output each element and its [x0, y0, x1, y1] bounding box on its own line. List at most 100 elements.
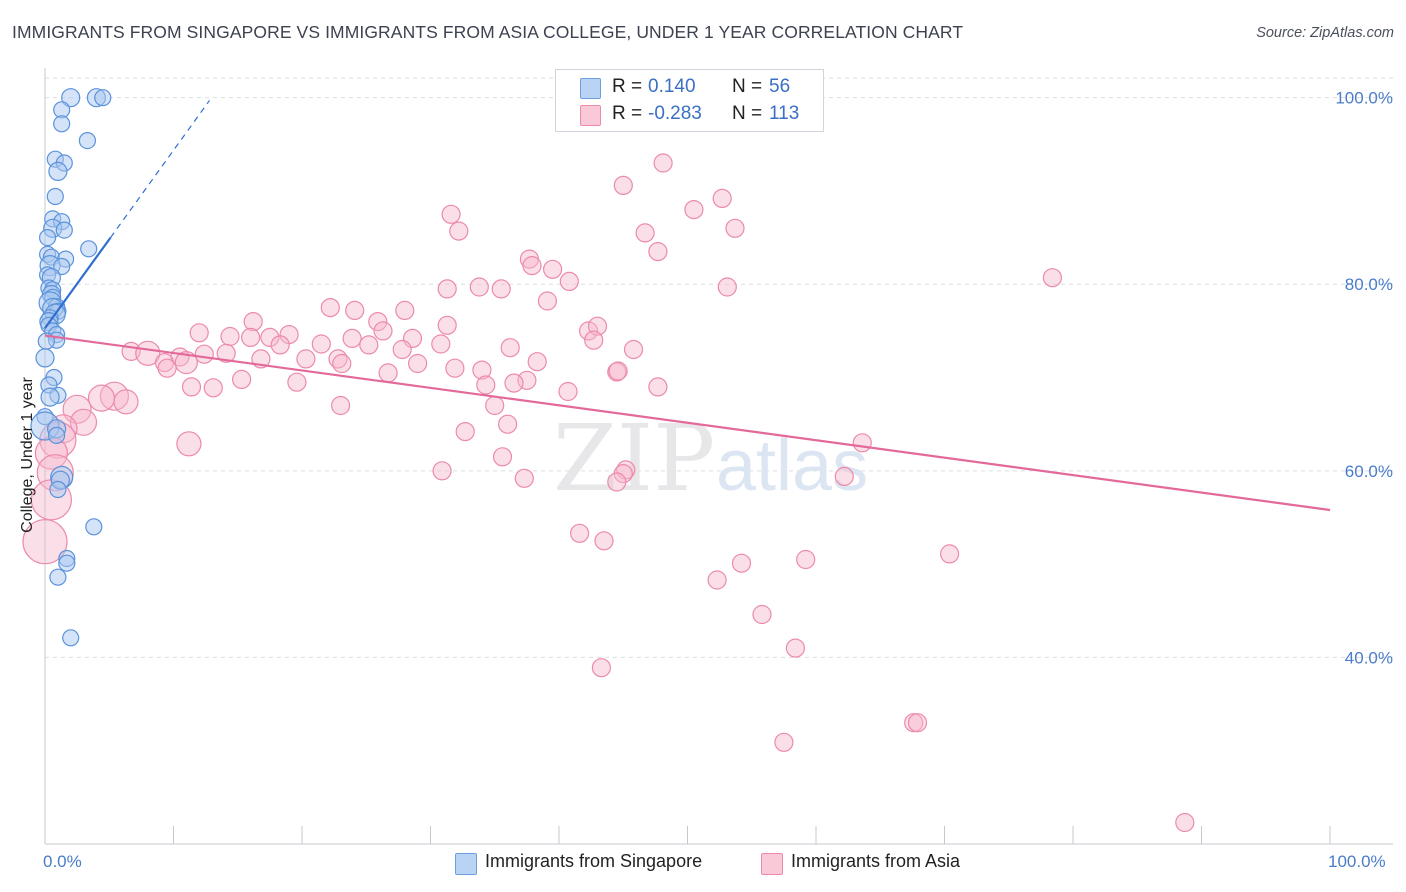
- data-point: [591, 658, 612, 678]
- series-asia-points: [22, 153, 1195, 833]
- legend-r-label: R =: [612, 76, 643, 97]
- source-label: Source: ZipAtlas.com: [1256, 25, 1394, 41]
- data-point: [359, 335, 379, 355]
- data-point: [653, 153, 673, 173]
- data-point: [500, 338, 520, 358]
- data-point: [241, 327, 261, 347]
- data-point: [432, 461, 452, 481]
- data-point: [537, 291, 558, 311]
- data-point: [46, 187, 64, 206]
- data-point: [441, 204, 461, 224]
- data-point: [85, 518, 103, 536]
- data-point: [608, 361, 628, 381]
- data-point: [373, 321, 393, 341]
- data-point: [392, 339, 412, 360]
- data-point: [332, 353, 352, 374]
- axes: [44, 68, 1393, 845]
- data-point: [47, 426, 66, 444]
- data-point: [260, 327, 280, 347]
- data-point: [320, 298, 340, 318]
- data-point: [569, 523, 590, 543]
- series-singapore-points: [30, 88, 112, 647]
- data-point: [437, 315, 457, 335]
- legend-r-value: -0.283: [648, 103, 702, 124]
- data-point: [469, 277, 489, 297]
- data-point: [834, 466, 854, 486]
- data-point: [287, 372, 307, 392]
- data-point: [504, 373, 524, 393]
- data-point: [157, 358, 177, 378]
- data-point: [476, 375, 496, 395]
- data-point: [1042, 268, 1063, 288]
- data-point: [220, 326, 240, 347]
- data-point: [907, 713, 928, 733]
- data-point: [578, 321, 599, 341]
- data-point: [87, 384, 116, 412]
- data-point: [431, 334, 451, 354]
- data-point: [135, 340, 161, 366]
- legend-r-value: 0.140: [648, 76, 696, 97]
- data-point: [455, 422, 475, 442]
- data-point: [542, 259, 563, 279]
- data-point: [270, 335, 290, 355]
- data-point: [712, 188, 732, 208]
- data-point: [558, 381, 578, 402]
- data-point: [492, 447, 513, 467]
- chart-title: IMMIGRANTS FROM SINGAPORE VS IMMIGRANTS …: [12, 22, 964, 42]
- data-point: [53, 115, 71, 133]
- data-point: [395, 300, 415, 320]
- data-point: [181, 377, 202, 397]
- data-point: [607, 472, 627, 492]
- data-point: [852, 433, 872, 453]
- data-point: [498, 414, 518, 434]
- y-tick-label: 40.0%: [1345, 648, 1393, 667]
- bottom-legend-label-asia: Immigrants from Asia: [791, 851, 961, 871]
- data-point: [342, 328, 362, 348]
- watermark: ZIP atlas: [553, 405, 868, 512]
- data-point: [216, 343, 236, 363]
- legend-n-value: 56: [769, 76, 791, 97]
- data-point: [939, 544, 960, 564]
- watermark-atlas: atlas: [716, 426, 868, 506]
- data-point: [94, 89, 112, 107]
- bottom-legend-label-singapore: Immigrants from Singapore: [485, 851, 703, 871]
- data-point: [445, 358, 465, 378]
- trend-line-singapore: [44, 236, 112, 329]
- data-point: [559, 271, 579, 291]
- legend-r-label: R =: [612, 103, 643, 124]
- data-point: [485, 395, 505, 416]
- data-point: [194, 344, 214, 364]
- legend-n-label: N =: [732, 76, 763, 97]
- data-point: [189, 323, 209, 343]
- data-point: [174, 351, 198, 375]
- data-point: [785, 638, 806, 658]
- data-point: [584, 330, 604, 350]
- y-tick-label: 100.0%: [1335, 89, 1393, 108]
- y-tick-labels: 40.0% 60.0% 80.0% 100.0%: [1335, 89, 1393, 668]
- data-point: [514, 468, 534, 488]
- data-point: [35, 348, 55, 368]
- x-tick-label-min: 0.0%: [43, 852, 82, 871]
- data-point: [296, 349, 316, 369]
- data-point: [176, 431, 202, 457]
- data-point: [707, 570, 727, 590]
- legend-n-label: N =: [732, 103, 763, 124]
- data-point: [648, 242, 668, 262]
- data-point: [61, 88, 81, 108]
- data-point: [78, 132, 97, 150]
- data-point: [331, 395, 351, 416]
- data-point: [613, 175, 633, 195]
- trend-lines: [44, 100, 1331, 512]
- data-point: [437, 279, 457, 299]
- data-point: [594, 531, 614, 551]
- data-point: [408, 353, 428, 374]
- data-point: [62, 629, 80, 647]
- watermark-zip: ZIP: [553, 405, 715, 512]
- data-point: [752, 604, 772, 625]
- data-point: [55, 221, 73, 239]
- legend-swatch-asia: [580, 105, 601, 126]
- trend-line-singapore-extension: [110, 100, 210, 238]
- data-point: [648, 377, 668, 397]
- legend-n-value: 113: [769, 103, 800, 124]
- data-point: [113, 389, 139, 415]
